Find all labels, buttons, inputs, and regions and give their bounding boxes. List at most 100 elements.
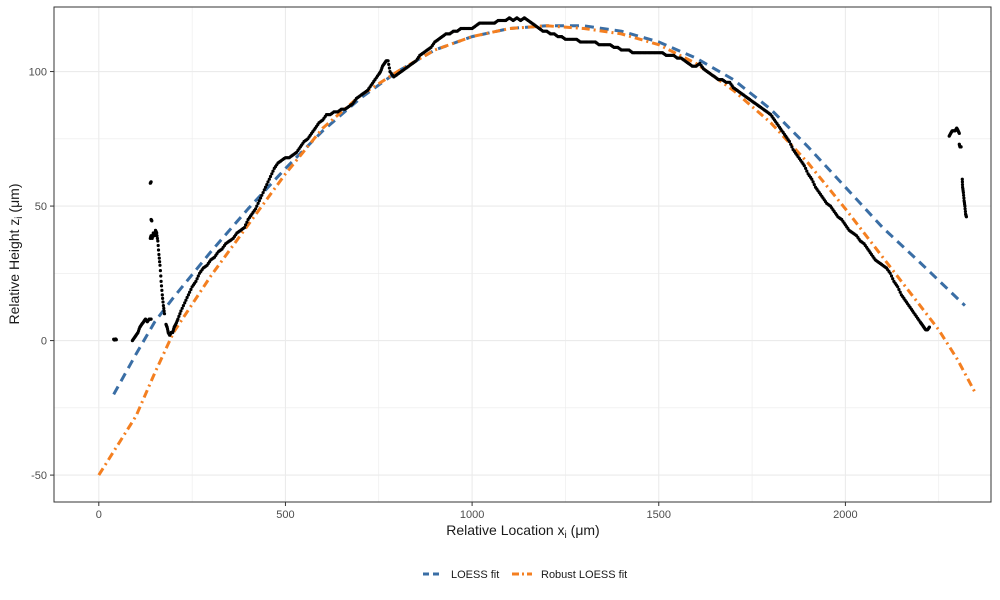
data-point [386, 59, 390, 63]
legend: LOESS fit Robust LOESS fit [423, 569, 627, 581]
data-point [960, 180, 965, 184]
data-point [961, 191, 966, 195]
data-point [259, 196, 263, 200]
data-point [245, 220, 249, 224]
data-point [189, 287, 193, 292]
data-point [157, 256, 161, 260]
data-point [149, 180, 153, 184]
data-point [810, 177, 814, 181]
data-point [789, 142, 793, 146]
data-point [155, 236, 159, 240]
data-point [896, 285, 900, 289]
data-point [960, 183, 965, 187]
data-point [194, 279, 198, 283]
data-point [181, 304, 185, 308]
data-point [811, 180, 815, 184]
data-point [962, 193, 966, 197]
data-point [891, 277, 895, 281]
data-point [805, 169, 809, 173]
data-points [112, 16, 969, 343]
data-point [160, 288, 164, 292]
data-point [157, 252, 161, 257]
data-point [178, 312, 182, 316]
data-point [155, 231, 159, 235]
data-point [898, 290, 902, 294]
data-point [150, 219, 154, 223]
data-point [888, 271, 892, 275]
y-tick-label: -50 [31, 470, 47, 482]
y-axis-title: Relative Height zi (μm) [6, 183, 25, 324]
data-point [266, 180, 270, 184]
data-point [162, 306, 166, 310]
data-point [261, 191, 265, 195]
data-point [158, 269, 162, 273]
data-point [159, 284, 164, 288]
data-point [176, 317, 180, 321]
data-point [156, 243, 160, 248]
data-point [244, 223, 248, 227]
data-point [957, 131, 961, 135]
grid [54, 7, 991, 502]
data-point [158, 260, 162, 264]
data-point [387, 66, 391, 70]
x-tick-label: 1000 [460, 509, 484, 521]
data-point [255, 204, 259, 208]
data-point [889, 274, 894, 278]
data-point [196, 274, 200, 278]
data-point [963, 207, 967, 211]
data-point [159, 279, 163, 283]
data-point [265, 183, 269, 187]
data-point [962, 196, 966, 200]
data-point [804, 166, 808, 170]
fit-lines [97, 24, 978, 476]
data-point [959, 145, 963, 149]
fit-line-1 [97, 24, 978, 476]
data-point [195, 277, 199, 281]
data-point [162, 312, 167, 316]
data-point [161, 296, 165, 300]
data-point [257, 199, 261, 203]
x-tick-label: 500 [276, 509, 294, 521]
data-point [185, 295, 189, 300]
data-point [114, 338, 118, 342]
panel-border [53, 6, 992, 503]
data-point [963, 209, 968, 214]
data-point [162, 309, 166, 313]
fit-line-0 [112, 24, 966, 396]
data-point [184, 298, 188, 302]
data-point [268, 174, 273, 179]
data-point [260, 193, 264, 197]
data-point [963, 204, 967, 208]
data-point [790, 145, 794, 149]
data-point [161, 304, 165, 308]
data-point [787, 139, 792, 144]
axes: 0 500 1000 1500 2000 -50 0 50 100 [29, 67, 858, 521]
data-point [183, 301, 187, 305]
y-tick-label: 100 [29, 67, 47, 79]
data-point [149, 317, 153, 321]
x-tick-label: 0 [96, 509, 102, 521]
legend-label-loess: LOESS fit [451, 569, 499, 581]
y-tick-label: 0 [41, 336, 47, 348]
data-point [177, 314, 181, 318]
data-point [964, 215, 969, 219]
data-point [267, 177, 271, 181]
data-point [802, 164, 806, 168]
x-axis-title: Relative Location xi (μm) [446, 522, 599, 541]
data-point [180, 306, 184, 310]
y-tick-label: 50 [35, 201, 47, 213]
data-point [270, 172, 274, 176]
data-point [161, 300, 165, 304]
data-point [254, 207, 258, 211]
data-point [155, 234, 159, 238]
x-tick-label: 2000 [833, 509, 857, 521]
data-point [242, 226, 246, 230]
data-point [271, 169, 275, 173]
data-point [160, 293, 164, 297]
data-point [263, 185, 268, 189]
data-point [812, 183, 816, 187]
legend-label-robust: Robust LOESS fit [541, 569, 627, 581]
x-tick-label: 1500 [647, 509, 671, 521]
data-point [159, 274, 163, 278]
